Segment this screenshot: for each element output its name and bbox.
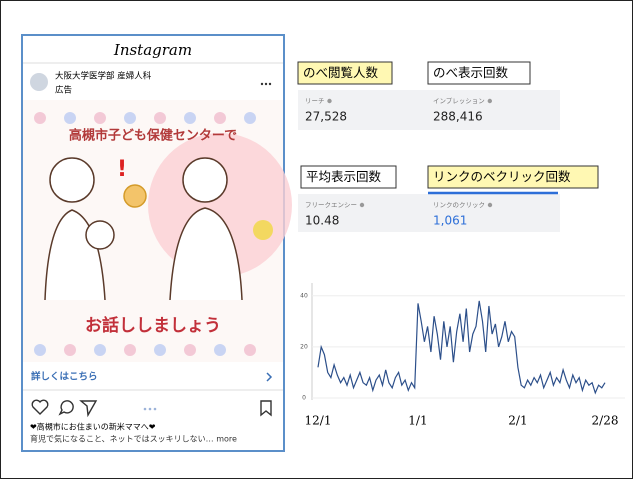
caption-line: ❤高槻市にお住まいの新米ママへ❤: [30, 422, 156, 432]
x-tick-label: 2/1: [508, 414, 527, 428]
metric-label: フリークエンシー: [305, 201, 357, 209]
metric-title: 平均表示回数: [306, 169, 382, 184]
carousel-dots: [144, 408, 157, 411]
sponsored-label: 広告: [55, 85, 72, 96]
caption-line: 育児で気になること、ネットではスッキリしない… more: [30, 434, 237, 444]
x-tick-label: 12/1: [305, 414, 332, 428]
metric-value: 27,528: [305, 110, 347, 124]
instagram-post: Instagram 大阪大学医学部 産婦人科 広告 高槻市子ども保健センターで …: [22, 35, 292, 451]
avatar: [30, 73, 48, 91]
metric-title: のべ閲覧人数: [303, 65, 379, 80]
y-tick-label: 0: [302, 395, 306, 402]
metric-label: リンクのクリック: [433, 201, 485, 209]
info-icon: [488, 203, 492, 207]
account-name: 大阪大学医学部 産婦人科: [55, 71, 152, 82]
next-arrow[interactable]: [253, 220, 273, 240]
ad-tagline: お話ししましょう: [85, 315, 221, 336]
info-icon: [360, 203, 364, 207]
ad-headline: 高槻市子ども保健センターで: [69, 128, 237, 144]
metric-label: リーチ: [305, 97, 325, 105]
y-tick-label: 40: [300, 292, 308, 299]
app-name: Instagram: [113, 41, 192, 59]
metric-title: のべ表示回数: [433, 65, 509, 80]
y-tick-label: 20: [300, 343, 308, 350]
screenshot: Instagram 大阪大学医学部 産婦人科 広告 高槻市子ども保健センターで …: [0, 0, 633, 479]
more-icon: [261, 83, 271, 85]
info-icon: [488, 99, 492, 103]
metric-value: 1,061: [433, 214, 467, 228]
x-tick-label: 2/28: [592, 414, 619, 428]
exclamation-mark: !: [117, 157, 127, 182]
x-tick-label: 1/1: [408, 414, 427, 428]
metric-value: 288,416: [433, 110, 483, 124]
metric-value: 10.48: [305, 214, 339, 228]
metric-title: リンクのベクリック回数: [433, 169, 571, 184]
cta-link[interactable]: 詳しくはこちら: [31, 371, 98, 383]
info-icon: [327, 99, 331, 103]
metric-label: インプレッション: [433, 97, 485, 105]
